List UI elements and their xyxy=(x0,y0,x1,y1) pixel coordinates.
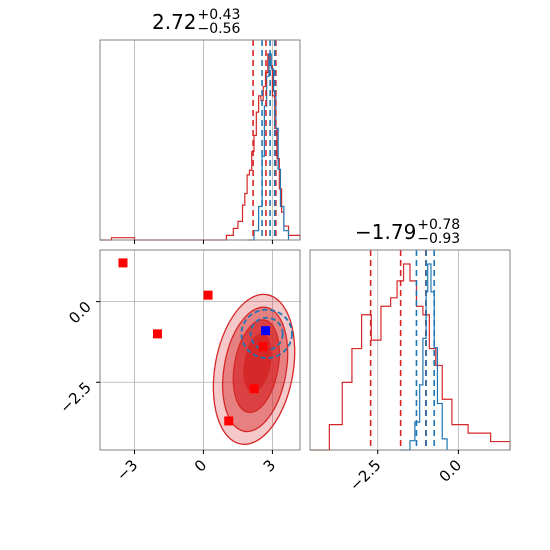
param1-title-minus: −0.56 xyxy=(197,21,241,37)
marker-red-4 xyxy=(249,384,259,394)
tick-label-right-x1: 0.0 xyxy=(436,456,466,486)
marker-red-0 xyxy=(118,258,128,268)
tick-label-2d-x2: 3 xyxy=(260,456,279,475)
param2-title: −1.79 +0.78 −0.93 xyxy=(355,218,460,246)
tick-label-2d-y0: 0.0 xyxy=(65,298,95,328)
hist-param2-red xyxy=(310,263,511,451)
hist-param2-blue xyxy=(400,263,448,451)
hist-param1-red xyxy=(100,53,301,241)
tick-label-2d-x0: −3 xyxy=(113,456,141,484)
param1-title-value: 2.72 xyxy=(152,10,197,34)
param2-title-value: −1.79 xyxy=(355,220,417,244)
panel-hist-param1 xyxy=(99,39,301,241)
panel-hist-param2 xyxy=(309,249,511,451)
contour-blue-0 xyxy=(240,308,293,359)
marker-blue xyxy=(261,326,271,336)
marker-red-3 xyxy=(224,416,234,426)
hist-param1-blue xyxy=(247,53,290,241)
marker-red-2 xyxy=(203,290,213,300)
tick-label-right-x0: −2.5 xyxy=(346,456,384,494)
param2-title-minus: −0.93 xyxy=(417,231,461,247)
tick-label-2d-y1: −2.5 xyxy=(56,378,94,416)
param1-title-plus: +0.43 xyxy=(197,7,241,23)
param1-title: 2.72 +0.43 −0.56 xyxy=(152,8,240,36)
panel-2d xyxy=(99,249,301,451)
param2-title-plus: +0.78 xyxy=(417,217,461,233)
marker-red-1 xyxy=(152,329,162,339)
marker-red-5 xyxy=(258,342,268,352)
tick-label-2d-x1: 0 xyxy=(191,456,210,475)
